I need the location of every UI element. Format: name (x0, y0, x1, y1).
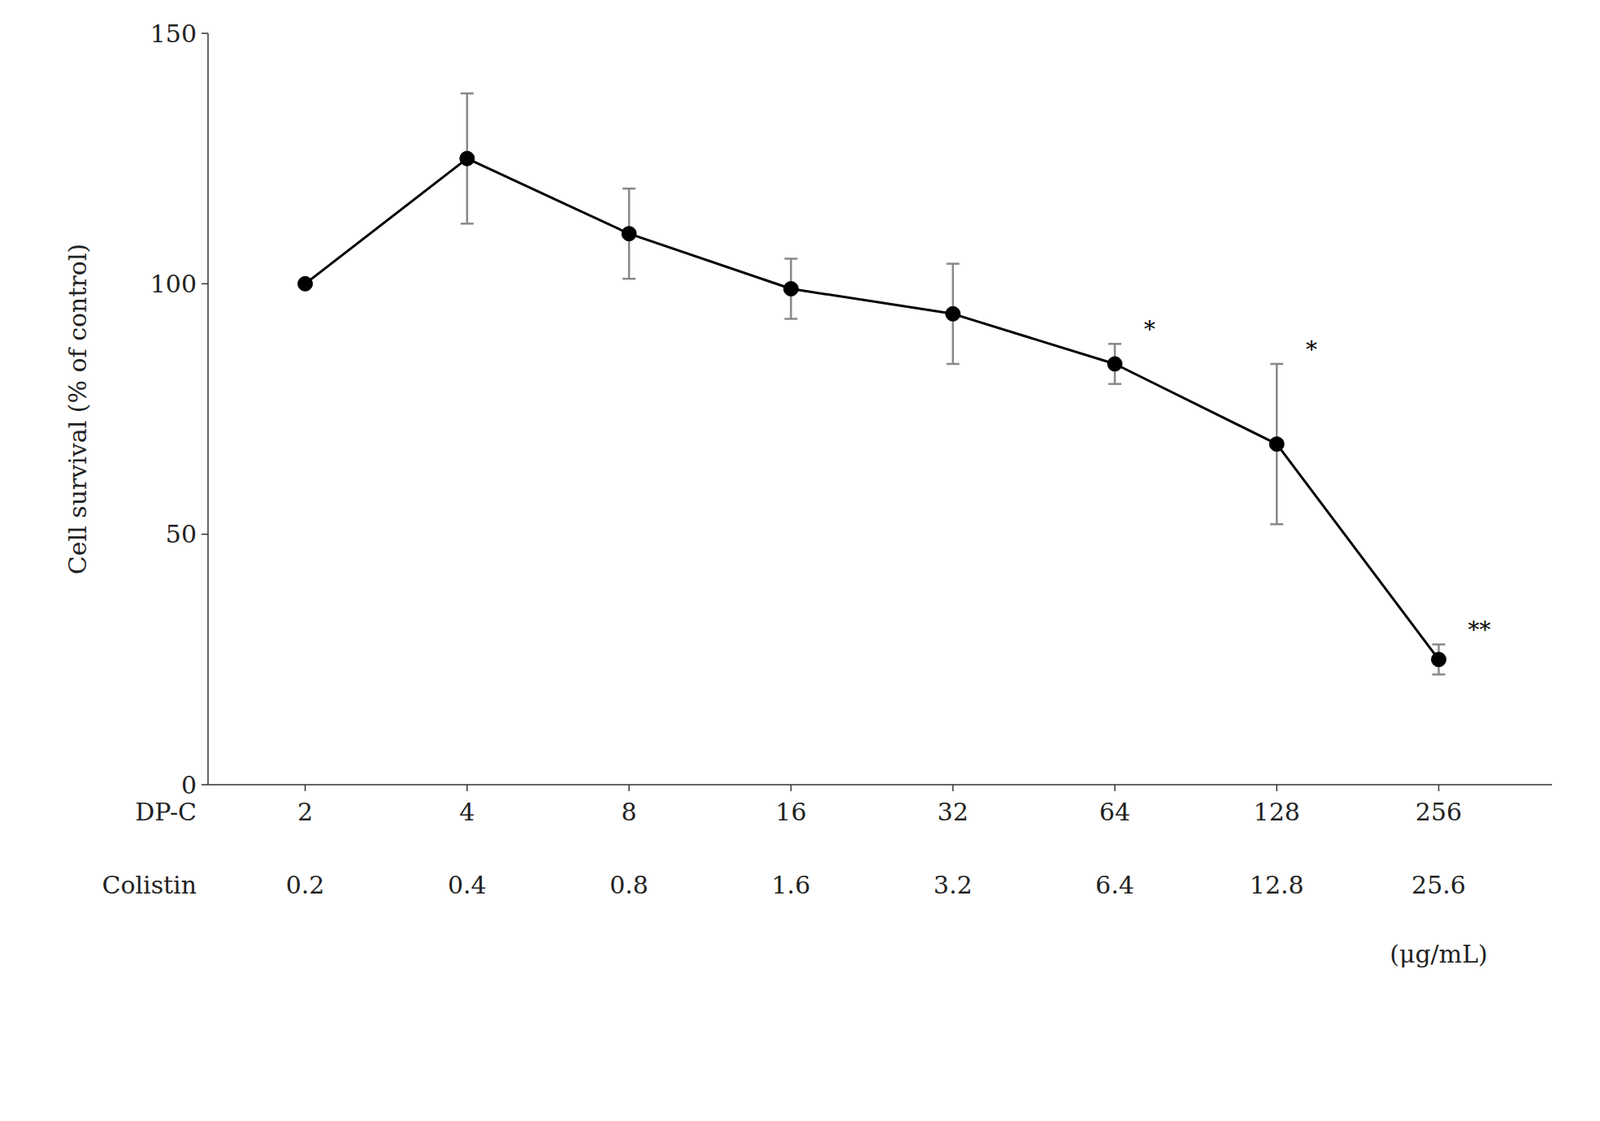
x-tick-label-secondary: 0.2 (286, 871, 326, 900)
error-bar-cap (460, 92, 474, 96)
x-row-label: DP-C (134, 797, 197, 827)
error-bar-cap (784, 317, 798, 321)
error-bar-cap (946, 262, 960, 265)
error-bar-cap (1270, 363, 1284, 366)
x-tick (1275, 784, 1278, 792)
x-tick-label-secondary: 3.2 (933, 871, 973, 900)
error-bar (946, 264, 960, 365)
error-bar-cap (622, 277, 636, 281)
y-tick-label: 150 (150, 19, 197, 48)
x-row-label: Colistin (101, 871, 197, 900)
error-bar (460, 93, 474, 224)
error-bar-cap (622, 187, 636, 191)
x-tick-label-secondary: 6.4 (1095, 871, 1135, 900)
chart: 0 50 100 150 Cell survival (% of control) 2 4 8… (0, 0, 1600, 1121)
error-bar (1432, 644, 1446, 675)
x-tick (628, 784, 630, 792)
y-tick (201, 32, 209, 35)
error-bar (1270, 364, 1284, 525)
error-bar-cap (1432, 643, 1446, 647)
point (298, 276, 313, 291)
y-tick (201, 533, 209, 536)
x-tick-label-secondary: 0.4 (447, 871, 487, 900)
error-bar (784, 259, 798, 320)
error-bar-cap (460, 222, 474, 226)
y-tick-label: 100 (150, 269, 197, 299)
point (783, 281, 798, 297)
x-tick (952, 784, 954, 792)
error-bar-cap (784, 257, 798, 261)
x-tick-label: 16 (775, 797, 807, 827)
x-tick-label: 64 (1099, 797, 1131, 827)
annotations: **** (1144, 316, 1492, 644)
x-tick (304, 784, 307, 792)
x-tick-label-secondary: 1.6 (771, 871, 811, 900)
error-bar-cap (1108, 382, 1122, 386)
significance-marker: * (1144, 316, 1156, 343)
error-bar-cap (1108, 342, 1122, 346)
x-tick (466, 784, 469, 792)
line (305, 158, 1440, 660)
x-tick-label: 32 (937, 797, 969, 827)
x-tick-label-secondary: 12.8 (1249, 871, 1305, 900)
axes: 0 50 100 150 Cell survival (% of control) 2 4 8… (63, 19, 1553, 970)
x-tick-label: 2 (297, 797, 313, 827)
x-tick-label: 4 (459, 797, 475, 827)
point (621, 226, 637, 242)
y-tick-label: 0 (181, 771, 197, 800)
x-tick-label-secondary: 25.6 (1411, 871, 1466, 900)
x-tick (1114, 784, 1116, 792)
error-bar-cap (1270, 523, 1284, 526)
x-axis-line (208, 784, 1553, 786)
x-tick-label: 8 (621, 797, 638, 827)
error-bar (1108, 343, 1122, 384)
y-tick (201, 283, 209, 286)
y-axis-line (207, 33, 209, 785)
significance-marker: * (1305, 336, 1318, 364)
error-bar (622, 188, 636, 279)
x-tick (1438, 784, 1440, 792)
x-unit-label: (μg/mL) (1389, 940, 1488, 969)
point (1107, 356, 1123, 372)
x-tick-label: 256 (1415, 797, 1462, 827)
point (1269, 437, 1284, 452)
y-axis-label: Cell survival (% of control) (63, 243, 92, 575)
point (459, 151, 475, 166)
error-bar-cap (1432, 673, 1446, 677)
y-tick (201, 784, 209, 786)
plot-area (298, 93, 1447, 675)
y-tick-label: 50 (165, 520, 197, 549)
x-tick-label: 128 (1253, 797, 1301, 827)
point (1431, 652, 1447, 668)
point (945, 306, 961, 321)
x-tick-label-secondary: 0.8 (609, 871, 649, 900)
significance-marker: ** (1467, 616, 1491, 644)
error-bar-cap (946, 363, 960, 366)
x-tick (790, 784, 793, 792)
